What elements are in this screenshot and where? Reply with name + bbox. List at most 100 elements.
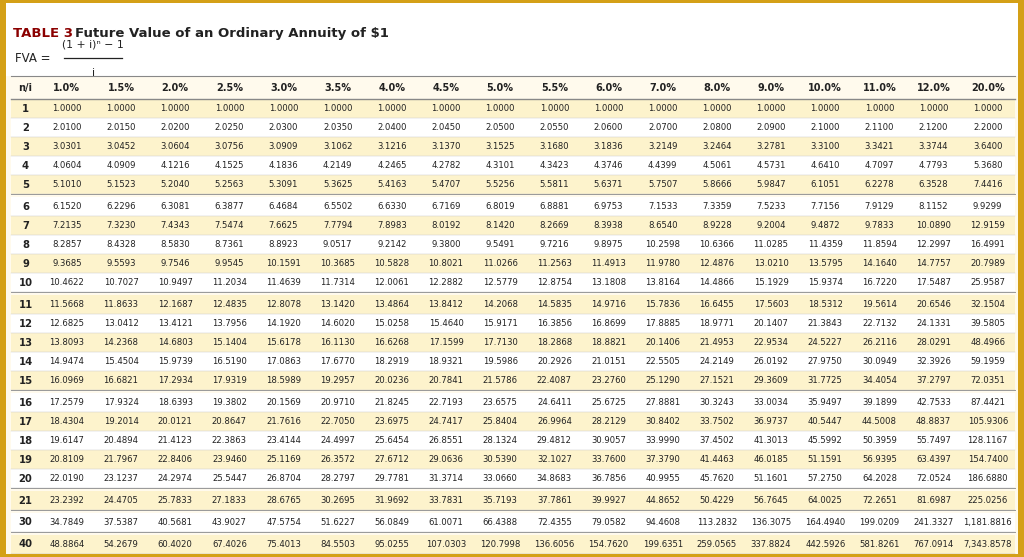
Text: 8.0192: 8.0192 xyxy=(431,221,461,230)
Text: 10.2598: 10.2598 xyxy=(645,240,680,249)
Text: 30.9057: 30.9057 xyxy=(591,436,626,445)
Text: 4.3746: 4.3746 xyxy=(594,162,624,170)
Text: 2.0150: 2.0150 xyxy=(106,123,136,132)
Text: 18.5312: 18.5312 xyxy=(808,300,843,309)
Text: 6.8019: 6.8019 xyxy=(485,202,515,211)
Text: 3.1062: 3.1062 xyxy=(323,142,352,151)
Text: 50.3959: 50.3959 xyxy=(862,436,897,445)
Text: 22.9534: 22.9534 xyxy=(754,338,788,347)
Text: 3.3421: 3.3421 xyxy=(864,142,894,151)
Text: 259.0565: 259.0565 xyxy=(696,540,737,549)
Text: 24.6411: 24.6411 xyxy=(537,398,571,407)
Text: 18.2919: 18.2919 xyxy=(375,357,410,366)
Text: 43.9027: 43.9027 xyxy=(212,518,247,527)
Text: 7.6625: 7.6625 xyxy=(269,221,298,230)
Text: 72.4355: 72.4355 xyxy=(537,518,571,527)
Text: 4.0%: 4.0% xyxy=(379,82,406,92)
Text: 3.1525: 3.1525 xyxy=(485,142,515,151)
Text: 50.4229: 50.4229 xyxy=(699,496,734,505)
Text: 19.6147: 19.6147 xyxy=(49,436,84,445)
Text: 15.9739: 15.9739 xyxy=(158,357,193,366)
Text: 16.6455: 16.6455 xyxy=(699,300,734,309)
Text: 16.8699: 16.8699 xyxy=(591,319,626,328)
Text: 8.6540: 8.6540 xyxy=(648,221,678,230)
Text: 6.7169: 6.7169 xyxy=(431,202,461,211)
Text: 4.5731: 4.5731 xyxy=(757,162,785,170)
Text: 37.5387: 37.5387 xyxy=(103,518,138,527)
Text: 6.1520: 6.1520 xyxy=(52,202,82,211)
Text: 16.4991: 16.4991 xyxy=(971,240,1006,249)
Text: 8.5830: 8.5830 xyxy=(161,240,190,249)
Text: 27.1521: 27.1521 xyxy=(699,377,734,385)
Text: 5.6371: 5.6371 xyxy=(594,180,624,189)
Text: 5.5256: 5.5256 xyxy=(485,180,515,189)
Text: 4.0604: 4.0604 xyxy=(52,162,82,170)
Text: 35.9497: 35.9497 xyxy=(808,398,843,407)
Text: 14.6803: 14.6803 xyxy=(158,338,193,347)
Text: 6.2278: 6.2278 xyxy=(864,180,894,189)
Text: 13.4121: 13.4121 xyxy=(158,319,193,328)
Text: 11: 11 xyxy=(18,300,33,310)
Text: 225.0256: 225.0256 xyxy=(968,496,1008,505)
Bar xyxy=(11,491,1015,510)
Text: 9.0%: 9.0% xyxy=(758,82,784,92)
Text: 13.1420: 13.1420 xyxy=(321,300,355,309)
Text: 67.4026: 67.4026 xyxy=(212,540,247,549)
Text: 29.4812: 29.4812 xyxy=(537,436,571,445)
Text: 22.4087: 22.4087 xyxy=(537,377,571,385)
Text: 1.0000: 1.0000 xyxy=(377,104,407,113)
Text: 3.1680: 3.1680 xyxy=(540,142,569,151)
Text: 8.8923: 8.8923 xyxy=(268,240,298,249)
Bar xyxy=(11,235,1015,254)
Text: 10.8021: 10.8021 xyxy=(429,259,464,268)
Text: 14.7757: 14.7757 xyxy=(916,259,951,268)
Text: 33.0660: 33.0660 xyxy=(482,474,518,483)
Text: 1.0000: 1.0000 xyxy=(757,104,785,113)
Text: 10.0%: 10.0% xyxy=(808,82,842,92)
Text: 41.3013: 41.3013 xyxy=(754,436,788,445)
Text: 18.8821: 18.8821 xyxy=(591,338,627,347)
Text: 14: 14 xyxy=(18,356,33,367)
Text: 20: 20 xyxy=(18,474,33,483)
Text: 5.2563: 5.2563 xyxy=(215,180,244,189)
Text: FVA =: FVA = xyxy=(15,52,51,65)
Text: 136.6056: 136.6056 xyxy=(535,540,574,549)
Text: 5.5811: 5.5811 xyxy=(540,180,569,189)
Text: 3.1836: 3.1836 xyxy=(594,142,624,151)
Text: 9.8975: 9.8975 xyxy=(594,240,624,249)
Bar xyxy=(11,535,1015,554)
Text: 4.0909: 4.0909 xyxy=(106,162,136,170)
Text: 26.3572: 26.3572 xyxy=(321,455,355,464)
Text: 20.6546: 20.6546 xyxy=(916,300,951,309)
Text: 27.8881: 27.8881 xyxy=(645,398,680,407)
Text: 8.0%: 8.0% xyxy=(703,82,730,92)
Text: 16.5190: 16.5190 xyxy=(212,357,247,366)
Text: 51.6227: 51.6227 xyxy=(321,518,355,527)
Bar xyxy=(11,333,1015,352)
Text: 12.5779: 12.5779 xyxy=(482,278,518,287)
Text: 10.9497: 10.9497 xyxy=(158,278,193,287)
Text: 5.9847: 5.9847 xyxy=(757,180,785,189)
Text: 25.6725: 25.6725 xyxy=(591,398,626,407)
Text: 72.2651: 72.2651 xyxy=(862,496,897,505)
Text: 25.8404: 25.8404 xyxy=(482,417,518,426)
Text: 61.0071: 61.0071 xyxy=(429,518,464,527)
Text: 32.1504: 32.1504 xyxy=(971,300,1006,309)
Text: 9.4872: 9.4872 xyxy=(810,221,840,230)
Text: 26.0192: 26.0192 xyxy=(754,357,788,366)
Text: 20.0121: 20.0121 xyxy=(158,417,193,426)
Bar xyxy=(11,156,1015,175)
Text: 28.2797: 28.2797 xyxy=(321,474,355,483)
Text: 72.0351: 72.0351 xyxy=(971,377,1006,385)
Text: 41.4463: 41.4463 xyxy=(699,455,734,464)
Text: 337.8824: 337.8824 xyxy=(751,540,792,549)
Text: 56.9395: 56.9395 xyxy=(862,455,897,464)
Text: 30.8402: 30.8402 xyxy=(645,417,680,426)
Text: 18.9771: 18.9771 xyxy=(699,319,734,328)
Text: 20.0%: 20.0% xyxy=(971,82,1005,92)
Bar xyxy=(11,352,1015,371)
Text: 1,181.8816: 1,181.8816 xyxy=(964,518,1012,527)
Text: 25.5447: 25.5447 xyxy=(212,474,247,483)
Text: 6: 6 xyxy=(22,202,29,212)
Text: 25.7833: 25.7833 xyxy=(158,496,193,505)
